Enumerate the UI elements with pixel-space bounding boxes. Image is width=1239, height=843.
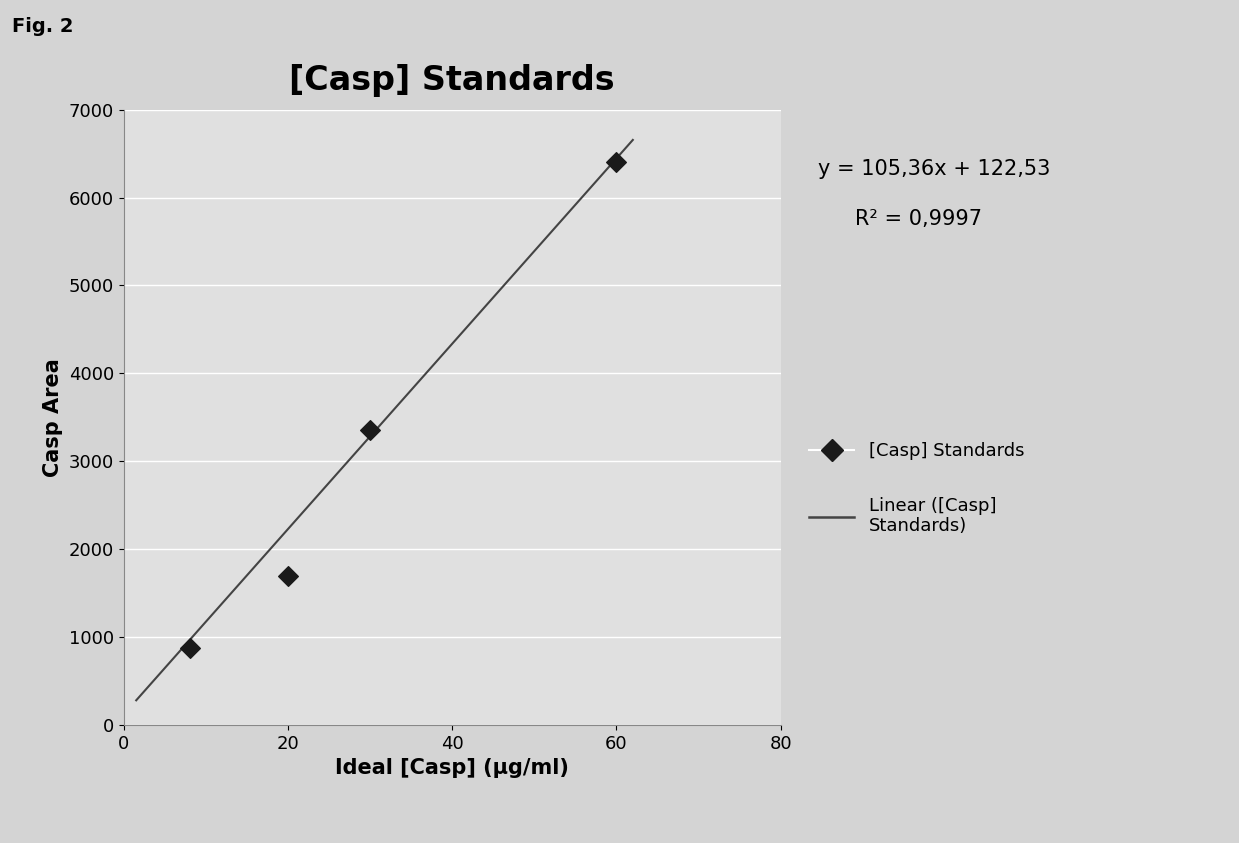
Text: R² = 0,9997: R² = 0,9997 bbox=[855, 209, 983, 229]
Point bbox=[279, 569, 299, 583]
X-axis label: Ideal [Casp] (μg/ml): Ideal [Casp] (μg/ml) bbox=[336, 758, 569, 778]
Title: [Casp] Standards: [Casp] Standards bbox=[290, 64, 615, 97]
Legend: [Casp] Standards, Linear ([Casp]
Standards): [Casp] Standards, Linear ([Casp] Standar… bbox=[802, 435, 1032, 543]
Text: Fig. 2: Fig. 2 bbox=[12, 17, 74, 36]
Y-axis label: Casp Area: Casp Area bbox=[43, 358, 63, 476]
Point bbox=[180, 641, 199, 654]
Point bbox=[361, 424, 380, 438]
Point bbox=[607, 156, 627, 169]
Text: y = 105,36x + 122,53: y = 105,36x + 122,53 bbox=[818, 158, 1051, 179]
